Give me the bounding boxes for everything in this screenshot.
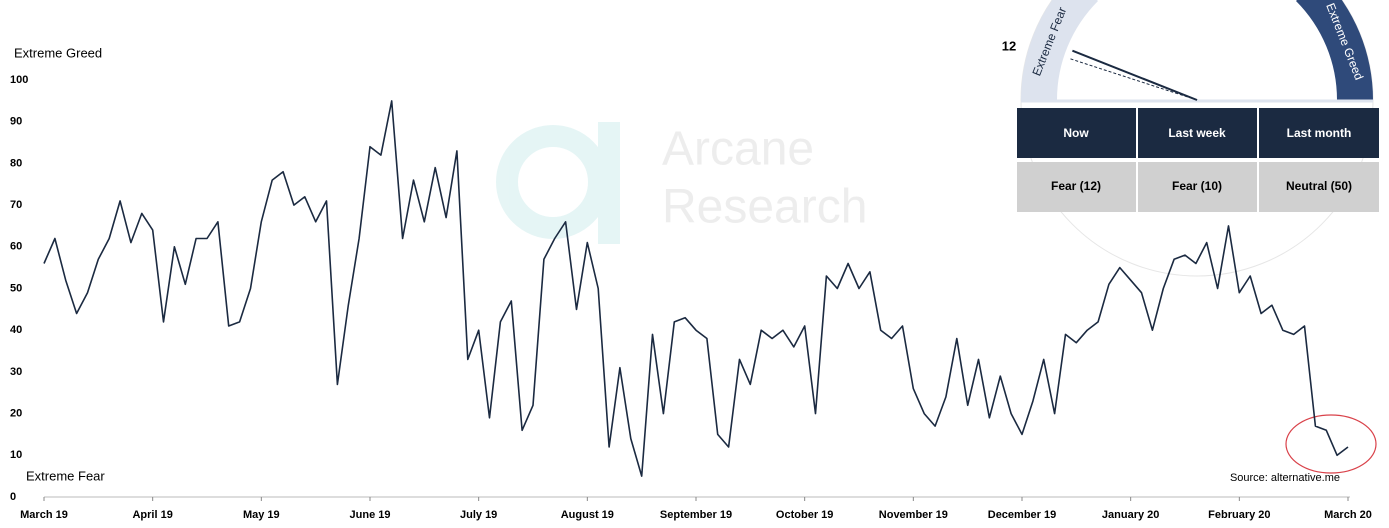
gauge-needle — [1072, 49, 1198, 101]
y-tick-label: 40 — [10, 324, 22, 336]
table-cell — [1017, 162, 1136, 212]
table: Now Last week Last month Fear (12) Fear … — [1017, 108, 1379, 212]
x-tick-label: May 19 — [243, 509, 280, 521]
table-value: Fear (10) — [1172, 179, 1222, 193]
y-tick-label: 20 — [10, 408, 22, 420]
y-tick-label: 10 — [10, 449, 22, 461]
y-tick-label: 90 — [10, 116, 22, 128]
x-tick-label: July 19 — [460, 509, 497, 521]
gauge-needle-previous — [1069, 58, 1198, 101]
y-tick-label: 30 — [10, 366, 22, 378]
y-tick-label: 70 — [10, 199, 22, 211]
data-line — [43, 100, 1349, 477]
x-tick-label: March 20 — [1324, 509, 1372, 521]
x-tick-label: September 19 — [660, 509, 732, 521]
table-cell — [1259, 162, 1379, 212]
table-header-cell — [1138, 108, 1257, 158]
table-header-cell — [1259, 108, 1379, 158]
y-tick-label: 80 — [10, 157, 22, 169]
x-tick-label: March 19 — [20, 509, 68, 521]
table-header: Now — [1063, 126, 1089, 140]
table-value: Fear (12) — [1051, 179, 1101, 193]
y-top-label: Extreme Greed — [14, 45, 102, 60]
watermark-logo — [598, 122, 620, 244]
x-tick-label: June 19 — [350, 509, 391, 521]
gauge-fear-band — [1021, 0, 1099, 100]
x-tick-label: February 20 — [1208, 509, 1270, 521]
x-tick-label: December 19 — [988, 509, 1057, 521]
watermark-text: Arcane — [662, 123, 814, 176]
table-header: Last month — [1287, 126, 1352, 140]
source: Source: alternative.me — [1230, 472, 1340, 484]
table-header-cell — [1017, 108, 1136, 158]
watermark: Arcane Research — [496, 122, 867, 244]
x-tick-label: August 19 — [561, 509, 614, 521]
watermark-logo — [496, 125, 610, 239]
table-header: Last week — [1168, 126, 1226, 140]
table-cell — [1138, 162, 1257, 212]
table-value: Neutral (50) — [1286, 179, 1352, 193]
x-tick-label: November 19 — [879, 509, 948, 521]
gauge-value: 12 — [1002, 38, 1016, 53]
gauge: Extreme Fear Extreme Greed — [1020, 0, 1374, 277]
x-tick-label: January 20 — [1102, 509, 1159, 521]
y-tick-label: 0 — [10, 491, 16, 503]
y-tick-label: 100 — [10, 74, 28, 86]
watermark-text: Research — [662, 181, 867, 234]
y-bottom-label: Extreme Fear — [26, 468, 105, 483]
y-tick-label: 50 — [10, 282, 22, 294]
x-tick-label: April 19 — [132, 509, 172, 521]
gauge-greed-band — [1295, 0, 1373, 100]
x-tick-label: October 19 — [776, 509, 833, 521]
y-tick-label: 60 — [10, 241, 22, 253]
highlight-circle — [1285, 414, 1377, 474]
